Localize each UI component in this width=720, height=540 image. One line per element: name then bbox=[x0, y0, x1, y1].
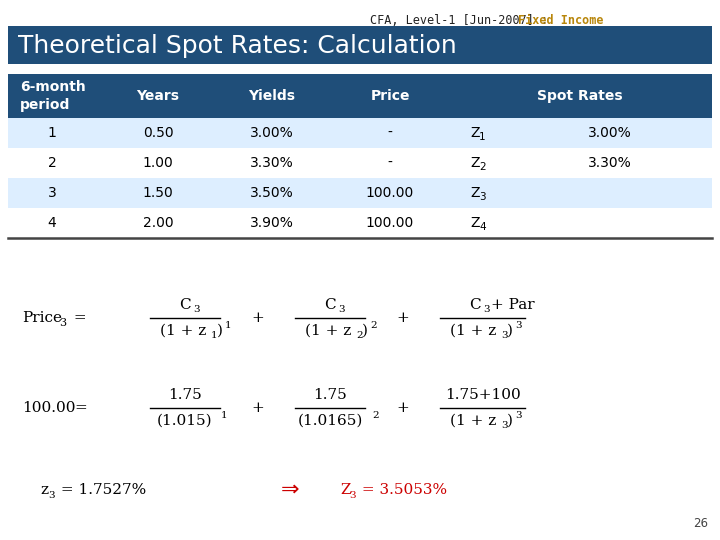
Text: Years: Years bbox=[137, 89, 179, 103]
Text: 1: 1 bbox=[479, 132, 485, 142]
Text: 4: 4 bbox=[479, 222, 485, 232]
Text: 2: 2 bbox=[48, 156, 56, 170]
Text: +: + bbox=[396, 311, 409, 325]
Text: 1: 1 bbox=[211, 330, 217, 340]
Text: 3.50%: 3.50% bbox=[250, 186, 294, 200]
Text: -: - bbox=[387, 156, 392, 170]
Text: 3: 3 bbox=[338, 305, 345, 314]
Text: (1 + z: (1 + z bbox=[305, 324, 351, 338]
Text: ): ) bbox=[362, 324, 368, 338]
Text: ⇒: ⇒ bbox=[281, 480, 300, 500]
Text: ): ) bbox=[507, 414, 513, 428]
Text: 2: 2 bbox=[479, 162, 485, 172]
Text: 1.75: 1.75 bbox=[313, 388, 347, 402]
Text: 100.00: 100.00 bbox=[366, 216, 414, 230]
Text: 1.00: 1.00 bbox=[143, 156, 174, 170]
Text: +: + bbox=[251, 311, 264, 325]
Text: 3: 3 bbox=[48, 186, 56, 200]
Text: 3.30%: 3.30% bbox=[588, 156, 632, 170]
FancyBboxPatch shape bbox=[8, 148, 712, 178]
Text: Z: Z bbox=[470, 186, 480, 200]
Text: ): ) bbox=[217, 324, 223, 338]
Text: 2.00: 2.00 bbox=[143, 216, 174, 230]
FancyBboxPatch shape bbox=[8, 178, 712, 208]
Text: 3: 3 bbox=[59, 318, 66, 328]
Text: C: C bbox=[179, 298, 191, 312]
Text: 3: 3 bbox=[515, 411, 521, 421]
Text: 2: 2 bbox=[372, 411, 379, 421]
Text: 2: 2 bbox=[356, 330, 363, 340]
Text: = 1.7527%: = 1.7527% bbox=[56, 483, 146, 497]
Text: Price: Price bbox=[22, 311, 62, 325]
FancyBboxPatch shape bbox=[8, 74, 712, 118]
Text: (1 + z: (1 + z bbox=[450, 414, 496, 428]
Text: 3: 3 bbox=[349, 490, 356, 500]
Text: 1.75+100: 1.75+100 bbox=[445, 388, 521, 402]
Text: -: - bbox=[387, 126, 392, 140]
Text: (1.015): (1.015) bbox=[157, 414, 213, 428]
Text: 1: 1 bbox=[225, 321, 232, 330]
Text: 4: 4 bbox=[48, 216, 56, 230]
Text: 3.30%: 3.30% bbox=[250, 156, 294, 170]
Text: CFA, Level-1 [Jun-2007] :: CFA, Level-1 [Jun-2007] : bbox=[370, 14, 555, 27]
Text: ): ) bbox=[507, 324, 513, 338]
Text: Yields: Yields bbox=[248, 89, 295, 103]
Text: 3.90%: 3.90% bbox=[250, 216, 294, 230]
Text: 3: 3 bbox=[501, 421, 508, 429]
Text: Fixed Income: Fixed Income bbox=[518, 14, 603, 27]
Text: 3.00%: 3.00% bbox=[250, 126, 294, 140]
Text: Z: Z bbox=[470, 126, 480, 140]
Text: 100.00: 100.00 bbox=[366, 186, 414, 200]
Text: 0.50: 0.50 bbox=[143, 126, 174, 140]
Text: z: z bbox=[40, 483, 48, 497]
Text: Price: Price bbox=[370, 89, 410, 103]
Text: 3: 3 bbox=[193, 305, 199, 314]
Text: 1.75: 1.75 bbox=[168, 388, 202, 402]
Text: Z: Z bbox=[470, 216, 480, 230]
Text: =: = bbox=[74, 401, 86, 415]
Text: 1: 1 bbox=[221, 411, 228, 421]
Text: +: + bbox=[251, 401, 264, 415]
FancyBboxPatch shape bbox=[8, 118, 712, 148]
Text: + Par: + Par bbox=[491, 298, 535, 312]
FancyBboxPatch shape bbox=[8, 26, 712, 64]
Text: (1 + z: (1 + z bbox=[160, 324, 206, 338]
Text: 26: 26 bbox=[693, 517, 708, 530]
FancyBboxPatch shape bbox=[8, 208, 712, 238]
Text: = 3.5053%: = 3.5053% bbox=[357, 483, 447, 497]
Text: 6-month
period: 6-month period bbox=[20, 80, 86, 112]
Text: (1.0165): (1.0165) bbox=[297, 414, 363, 428]
Text: C: C bbox=[324, 298, 336, 312]
Text: C: C bbox=[469, 298, 481, 312]
Text: =: = bbox=[69, 311, 86, 325]
Text: 3: 3 bbox=[483, 305, 490, 314]
Text: 3.00%: 3.00% bbox=[588, 126, 632, 140]
Text: 1.50: 1.50 bbox=[143, 186, 174, 200]
Text: +: + bbox=[396, 401, 409, 415]
Text: Spot Rates: Spot Rates bbox=[537, 89, 623, 103]
Text: (1 + z: (1 + z bbox=[450, 324, 496, 338]
Text: 2: 2 bbox=[370, 321, 377, 330]
Text: 3: 3 bbox=[48, 490, 55, 500]
Text: Z: Z bbox=[470, 156, 480, 170]
Text: 3: 3 bbox=[479, 192, 485, 202]
Text: 3: 3 bbox=[515, 321, 521, 330]
Text: 100.00: 100.00 bbox=[22, 401, 76, 415]
Text: 3: 3 bbox=[501, 330, 508, 340]
Text: Z: Z bbox=[340, 483, 351, 497]
Text: 1: 1 bbox=[48, 126, 56, 140]
Text: Theoretical Spot Rates: Calculation: Theoretical Spot Rates: Calculation bbox=[18, 34, 456, 58]
